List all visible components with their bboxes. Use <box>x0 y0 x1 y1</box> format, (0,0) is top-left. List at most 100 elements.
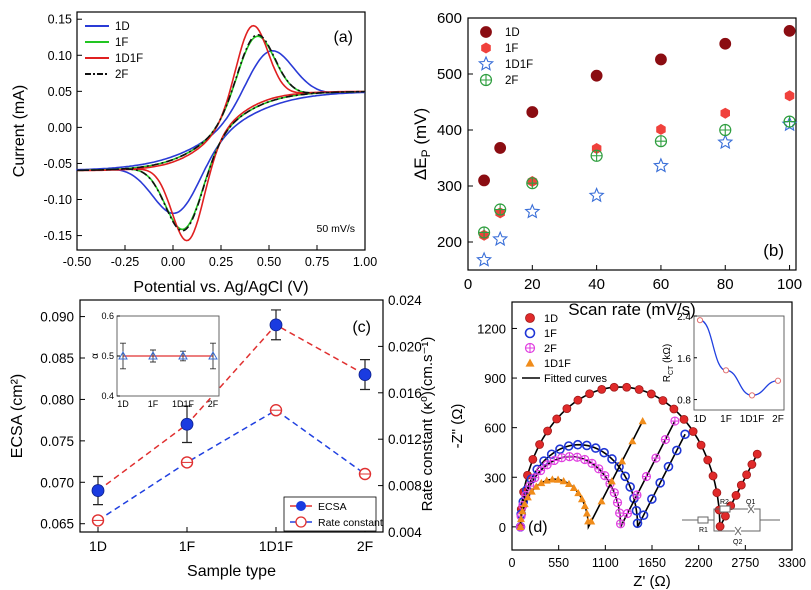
legend-marker-cross <box>525 343 535 353</box>
y-tick-label: 0.090 <box>40 310 74 325</box>
legend-marker <box>525 358 535 367</box>
data-point-2F-cross <box>526 177 538 189</box>
inset-y-tick-label: 1.6 <box>677 354 691 365</box>
data-point-1D1F <box>520 499 529 508</box>
data-point-2F-cross <box>530 473 539 482</box>
data-point-1F <box>620 471 630 482</box>
data-point-1D1F <box>577 495 586 503</box>
data-point-1D <box>622 382 632 392</box>
x-tick-label: 80 <box>717 276 734 293</box>
data-point-1D1F <box>518 507 527 515</box>
data-point-1D <box>712 488 722 498</box>
y-tick-label: 0.075 <box>40 434 74 449</box>
inset-y-axis-label-main: R <box>662 375 673 382</box>
data-point-1D1F <box>597 497 606 505</box>
inset-y-axis-label-sub: CT <box>668 365 675 375</box>
x-tick-label: 100 <box>777 276 802 293</box>
x-axis-label: Potential vs. Ag/AgCl (V) <box>133 279 308 296</box>
x-axis-label: Z' (Ω) <box>633 573 670 590</box>
legend-label: Rate constant <box>318 517 383 529</box>
data-point-1D <box>543 426 552 436</box>
data-point-1F <box>590 443 601 453</box>
circuit-label: Q2 <box>733 539 742 546</box>
y2-axis-label: Rate constant (κ⁰)(cm.s⁻¹) <box>419 337 436 512</box>
inset-y-axis-label: α <box>90 353 101 359</box>
inset-point <box>118 350 128 360</box>
legend-marker <box>477 55 495 71</box>
y-axis-label: Current (mA) <box>11 85 28 177</box>
x-tick-label: 0.00 <box>161 255 185 269</box>
inset-line <box>699 319 779 397</box>
y-tick-label: 0.065 <box>40 517 74 532</box>
inset-y-tick-label: 0.5 <box>101 351 114 361</box>
data-point-1D <box>783 24 796 37</box>
y-tick-label: 300 <box>484 470 506 485</box>
inset-point <box>774 377 782 384</box>
y-tick-label: 500 <box>437 66 462 83</box>
y-tick-label: 900 <box>484 371 506 386</box>
data-point-1F <box>663 461 674 472</box>
inset-x-tick-label: 2F <box>772 414 784 425</box>
data-point-1F <box>572 439 583 450</box>
data-point-1F <box>784 90 795 102</box>
data-point-1D <box>669 404 679 414</box>
y-tick-label: -0.05 <box>44 157 73 171</box>
circuit-label: R2 <box>720 499 729 506</box>
legend-label: 1F <box>505 43 518 55</box>
panel-c-ecsa-rate-constant: 1D 1F 1D1F 2F0.0650.0700.0750.0800.0850.090… <box>9 293 436 580</box>
data-point-2F-cross <box>615 509 624 518</box>
legend-label: 1F <box>115 37 128 49</box>
data-point-1D <box>747 460 757 469</box>
cv-curve-1F <box>77 35 366 231</box>
y2-tick-label: 0.012 <box>388 432 422 447</box>
circuit-r2 <box>719 505 731 513</box>
x-tick-label: 1F <box>179 538 195 554</box>
data-point-1F <box>631 505 642 516</box>
data-point-1D1F <box>537 478 546 487</box>
data-point-1F <box>582 440 592 451</box>
legend-marker <box>480 26 492 38</box>
data-point-1D <box>731 491 741 500</box>
data-point-1D <box>590 69 603 82</box>
data-point-1F <box>599 447 609 458</box>
x-tick-label: 0 <box>464 276 472 293</box>
data-point-1D1F <box>532 482 541 490</box>
ecsa-point <box>269 318 283 332</box>
data-point-1D1F <box>548 475 557 483</box>
data-point-1D1F <box>580 501 589 510</box>
x-tick-label: 3300 <box>778 556 806 570</box>
data-point-2F-cross <box>784 116 796 128</box>
data-point-2F-cross <box>591 150 603 162</box>
y-tick-label: -0.15 <box>44 229 73 243</box>
data-point-1D1F <box>588 187 605 203</box>
data-point-2F-cross <box>613 498 622 507</box>
x-tick-label: 0 <box>509 556 516 570</box>
data-point-1D <box>655 53 667 66</box>
data-point-2F-cross <box>651 454 660 463</box>
data-point-1D1F <box>564 479 573 488</box>
data-point-2F-cross <box>543 460 552 469</box>
data-point-2F-cross <box>550 456 559 465</box>
data-point-1D <box>535 440 544 449</box>
data-point-1D1F <box>559 477 568 485</box>
y-tick-label: 0.00 <box>48 121 72 135</box>
x-tick-label: 40 <box>588 276 605 293</box>
data-point-2F-cross <box>557 453 566 462</box>
data-point-1D <box>708 471 718 481</box>
y-axis-label: -Z" (Ω) <box>449 404 466 449</box>
data-point-1D <box>494 142 507 154</box>
inset-y-tick-label: 0.6 <box>101 311 114 321</box>
data-point-1D <box>688 427 698 436</box>
data-point-2F-cross <box>594 464 603 473</box>
legend-label: 1D1F <box>115 53 143 65</box>
inset-y-tick-label: 2.4 <box>677 312 691 323</box>
x-axis-label: Scan rate (mV/s) <box>568 300 696 319</box>
legend-marker <box>481 42 491 54</box>
y-axis-label: ΔEP (mV) <box>411 108 433 180</box>
inset-x-tick-label: 2F <box>208 399 219 409</box>
data-point-1D1F <box>607 477 616 485</box>
x-tick-label: 2200 <box>685 556 713 570</box>
x-tick-label: 1D1F <box>259 538 293 554</box>
data-point-1D <box>720 511 730 521</box>
legend-label: 1D <box>505 27 520 39</box>
